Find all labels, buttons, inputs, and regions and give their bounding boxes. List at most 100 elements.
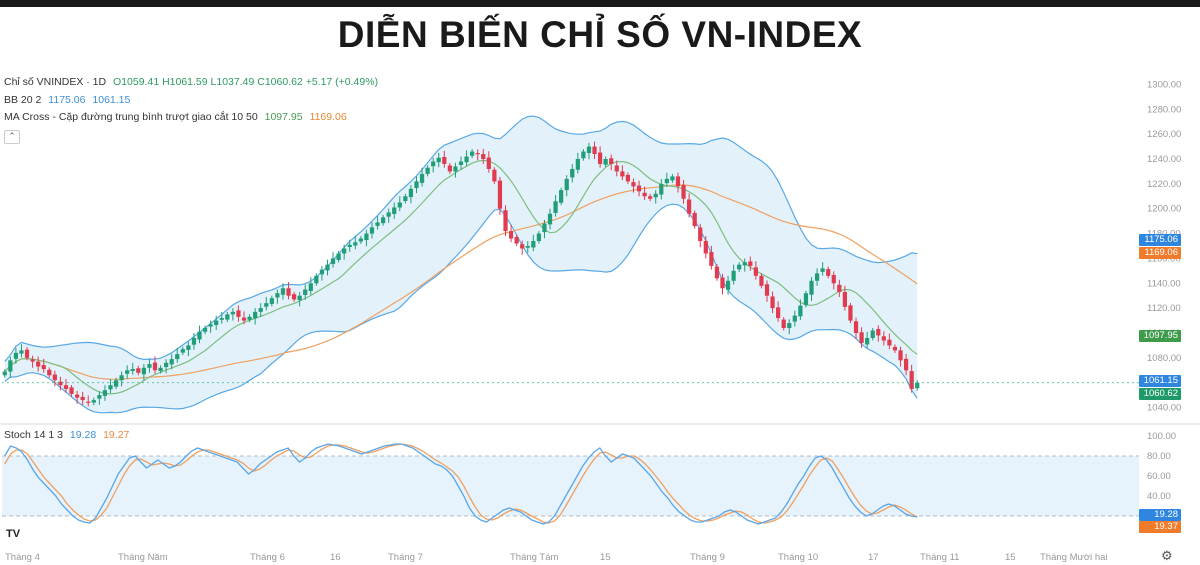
collapse-legend-icon[interactable]: ⌃: [4, 130, 20, 144]
candle: [820, 262, 825, 276]
candle: [792, 310, 797, 327]
candle: [848, 302, 853, 324]
candle-body: [659, 183, 664, 195]
candle-body: [336, 253, 341, 260]
candle-body: [264, 303, 269, 307]
ohlc-values: O1059.41 H1061.59 L1037.49 C1060.62 +5.1…: [113, 76, 379, 88]
candle-body: [119, 375, 124, 381]
candle: [202, 325, 208, 335]
candle: [86, 395, 91, 407]
candle-body: [731, 270, 736, 281]
candle-body: [648, 196, 653, 199]
candle: [113, 377, 119, 390]
candle-body: [8, 360, 13, 372]
x-tick-label: Tháng 6: [250, 552, 285, 563]
stoch-tick-label: 80.00: [1147, 451, 1171, 462]
candle-body: [364, 233, 369, 241]
candle: [108, 378, 113, 394]
candle: [91, 397, 96, 406]
candle-body: [442, 157, 447, 164]
stoch-label[interactable]: Stoch 14 1 3: [4, 429, 63, 441]
candle: [264, 296, 269, 311]
candle: [286, 282, 291, 300]
candle: [876, 325, 881, 342]
candle: [737, 262, 742, 272]
candle: [308, 277, 313, 295]
candle-body: [909, 371, 914, 389]
candle-body: [826, 269, 831, 276]
candle: [781, 317, 786, 331]
candle: [753, 261, 758, 280]
candle: [826, 266, 831, 279]
candle-body: [280, 288, 286, 295]
candle: [52, 370, 57, 387]
candle: [408, 185, 414, 204]
candle: [353, 236, 358, 250]
candle-body: [681, 184, 686, 199]
candle: [280, 283, 286, 300]
candle: [508, 224, 514, 243]
bollinger-band-fill: [4, 116, 918, 413]
candle-body: [169, 359, 174, 365]
candle: [330, 252, 336, 268]
candle: [787, 319, 792, 335]
candle: [102, 385, 108, 401]
candle-body: [831, 275, 836, 284]
candle-body: [553, 201, 558, 213]
candle-body: [464, 156, 469, 163]
candle: [748, 256, 753, 271]
bb-label[interactable]: BB 20 2: [4, 94, 42, 106]
candle: [36, 356, 41, 372]
candle-body: [125, 370, 130, 374]
candle: [542, 219, 547, 239]
candle-body: [737, 264, 742, 270]
candle-body: [269, 298, 274, 304]
candle-body: [347, 244, 352, 247]
candle-body: [225, 314, 230, 320]
stoch-pill: 19.37: [1139, 520, 1181, 533]
x-tick-label: 17: [868, 552, 879, 563]
candle-body: [514, 237, 519, 244]
candle: [219, 311, 224, 324]
candle: [158, 365, 163, 374]
x-tick-label: Tháng 7: [388, 552, 423, 563]
settings-gear-icon[interactable]: ⚙: [1161, 548, 1173, 563]
candle-body: [742, 262, 747, 266]
price-tick-label: 1040.00: [1147, 403, 1181, 414]
candle: [380, 214, 386, 226]
candle-body: [764, 284, 770, 296]
candle: [915, 380, 920, 391]
candle-body: [542, 223, 547, 233]
candle: [152, 356, 158, 375]
candle-body: [408, 188, 414, 198]
candle: [731, 264, 736, 285]
candle: [631, 178, 636, 193]
candle: [547, 208, 553, 230]
x-tick-label: Tháng Năm: [118, 552, 168, 563]
candle-body: [803, 293, 809, 305]
x-tick-label: Tháng 10: [778, 552, 818, 563]
candle-body: [291, 294, 297, 300]
symbol-label[interactable]: Chỉ số VNINDEX · 1D: [4, 76, 107, 88]
candle: [431, 157, 436, 173]
candle-body: [91, 400, 96, 403]
candle: [19, 344, 24, 358]
x-tick-label: 16: [330, 552, 341, 563]
candle: [492, 167, 497, 184]
candle: [364, 229, 369, 247]
stoch-tick-label: 60.00: [1147, 471, 1171, 482]
candle-body: [725, 280, 731, 290]
candle-body: [58, 381, 63, 386]
candle-body: [675, 176, 681, 187]
candle-body: [787, 323, 792, 329]
candle: [442, 150, 447, 168]
candle: [186, 341, 191, 357]
candle-body: [397, 202, 402, 208]
candle: [375, 216, 380, 230]
candle: [887, 333, 892, 350]
candle-body: [536, 233, 542, 242]
ma-label[interactable]: MA Cross - Cặp đường trung bình trượt gi…: [4, 111, 258, 123]
tradingview-logo-icon[interactable]: TV: [6, 528, 21, 540]
price-pill: 1061.15: [1139, 375, 1181, 388]
